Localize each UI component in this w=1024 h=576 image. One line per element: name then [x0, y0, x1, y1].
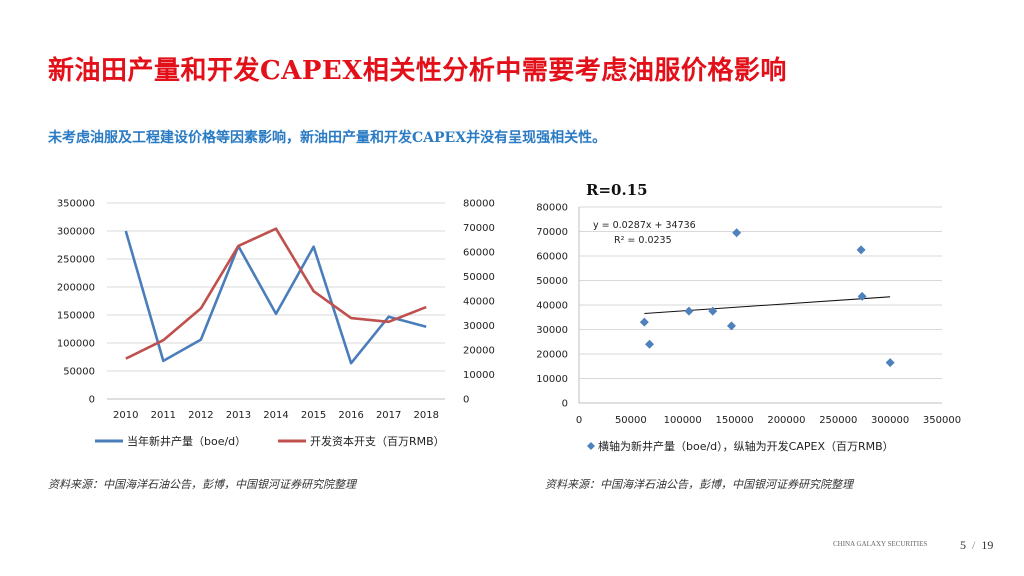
page-title: 新油田产量和开发CAPEX相关性分析中需要考虑油服价格影响: [48, 56, 787, 86]
scatter-chart-gridlines: [578, 206, 942, 404]
left-axis-tick-label: 150000: [57, 311, 95, 322]
scatter-point: [856, 245, 866, 255]
scatter-chart: R=0.15 0 10000 20000 30000 40000 50000 60000 70…: [536, 181, 961, 453]
left-axis-tick-label: 350000: [57, 199, 95, 210]
scatter-point: [708, 306, 718, 316]
line-chart-right-axis: 0 10000 20000 30000 40000 50000 60000 70000 8000…: [463, 199, 495, 406]
line-chart-left-axis: 0 50000 100000 150000 200000 250000 300000 3500…: [57, 199, 95, 406]
line-chart: 0500001000001500002000002500003000003500…: [57, 199, 495, 449]
scatter-chart-points: [639, 228, 895, 368]
left-axis-tick-label: 250000: [57, 255, 95, 266]
scatter-point: [726, 321, 736, 331]
x-axis-tick-label: 2011: [151, 410, 176, 421]
scatter-x-tick-label: 0: [576, 415, 582, 426]
scatter-y-tick-label: 40000: [536, 301, 568, 312]
scatter-chart-title: R=0.15: [586, 181, 648, 199]
legend-label: 当年新井产量（boe/d）: [127, 434, 246, 448]
line-chart-legend: 当年新井产量（boe/d） 开发资本开支（百万RMB）: [95, 434, 445, 448]
page-separator: /: [972, 538, 976, 552]
page-current: 5: [960, 538, 966, 552]
left-axis-tick-label: 100000: [57, 339, 95, 350]
line-chart-gridlines: [107, 202, 445, 400]
scatter-point: [732, 228, 742, 238]
page-number: 5 / 19: [960, 538, 993, 553]
page-subtitle: 未考虑油服及工程建设价格等因素影响，新油田产量和开发CAPEX并没有呈现强相关性…: [48, 130, 607, 146]
x-axis-tick-label: 2015: [301, 410, 326, 421]
scatter-x-tick-label: 100000: [664, 415, 702, 426]
scatter-point: [645, 339, 655, 349]
scatter-point: [684, 306, 694, 316]
scatter-legend-label: 横轴为新井产量（boe/d），纵轴为开发CAPEX（百万RMB）: [598, 439, 894, 453]
trendline-equation: y = 0.0287x + 34736: [593, 220, 696, 231]
right-axis-tick-label: 80000: [463, 199, 495, 210]
x-axis-tick-label: 2012: [188, 410, 213, 421]
scatter-y-tick-label: 70000: [536, 227, 568, 238]
line-chart-series: [124, 227, 427, 365]
scatter-chart-legend: 横轴为新井产量（boe/d），纵轴为开发CAPEX（百万RMB）: [587, 439, 894, 453]
scatter-y-tick-label: 60000: [536, 252, 568, 263]
left-axis-tick-label: 200000: [57, 283, 95, 294]
scatter-x-tick-label: 150000: [715, 415, 753, 426]
scatter-x-tick-label: 50000: [615, 415, 647, 426]
right-axis-tick-label: 60000: [463, 248, 495, 259]
right-axis-tick-label: 0: [463, 395, 469, 406]
right-axis-tick-label: 20000: [463, 346, 495, 357]
x-axis-tick-label: 2013: [226, 410, 251, 421]
right-axis-tick-label: 50000: [463, 272, 495, 283]
line-chart-x-axis: 2010 2011 2012 2013 2014 2015 2016 2017 2018: [113, 410, 439, 421]
scatter-x-tick-label: 200000: [767, 415, 805, 426]
scatter-point: [885, 358, 895, 368]
x-axis-tick-label: 2018: [413, 410, 438, 421]
right-axis-tick-label: 10000: [463, 370, 495, 381]
scatter-y-tick-label: 10000: [536, 374, 568, 385]
dev-capex-line: [125, 227, 427, 360]
right-axis-tick-label: 40000: [463, 297, 495, 308]
left-chart-source: 资料来源：中国海洋石油公告，彭博，中国银河证券研究院整理: [48, 478, 356, 491]
footer-company: CHINA GALAXY SECURITIES: [833, 540, 928, 548]
scatter-y-tick-label: 80000: [536, 203, 568, 214]
right-axis-tick-label: 30000: [463, 321, 495, 332]
left-axis-tick-label: 300000: [57, 227, 95, 238]
scatter-y-tick-label: 50000: [536, 276, 568, 287]
x-axis-tick-label: 2016: [338, 410, 363, 421]
new-well-output-line: [124, 230, 427, 365]
legend-label: 开发资本开支（百万RMB）: [310, 434, 445, 448]
page-total: 19: [981, 538, 994, 552]
right-axis-tick-label: 70000: [463, 223, 495, 234]
scatter-x-tick-label: 300000: [871, 415, 909, 426]
scatter-x-tick-label: 350000: [923, 415, 961, 426]
scatter-legend-marker: [587, 442, 595, 450]
scatter-chart-x-axis: 0 50000 100000 150000 200000 250000 300000 3500…: [576, 415, 961, 426]
x-axis-tick-label: 2017: [376, 410, 401, 421]
left-axis-tick-label: 50000: [63, 367, 95, 378]
x-axis-tick-label: 2010: [113, 410, 138, 421]
left-axis-tick-label: 0: [89, 395, 95, 406]
x-axis-tick-label: 2014: [263, 410, 288, 421]
scatter-x-tick-label: 250000: [819, 415, 857, 426]
scatter-point: [639, 317, 649, 327]
scatter-y-tick-label: 30000: [536, 325, 568, 336]
right-chart-source: 资料来源：中国海洋石油公告，彭博，中国银河证券研究院整理: [545, 478, 853, 491]
scatter-point: [857, 291, 867, 301]
scatter-y-tick-label: 20000: [536, 350, 568, 361]
scatter-chart-y-axis: 0 10000 20000 30000 40000 50000 60000 70000 8000…: [536, 203, 568, 410]
trendline-r2: R² = 0.0235: [614, 235, 672, 246]
scatter-y-tick-label: 0: [562, 399, 568, 410]
